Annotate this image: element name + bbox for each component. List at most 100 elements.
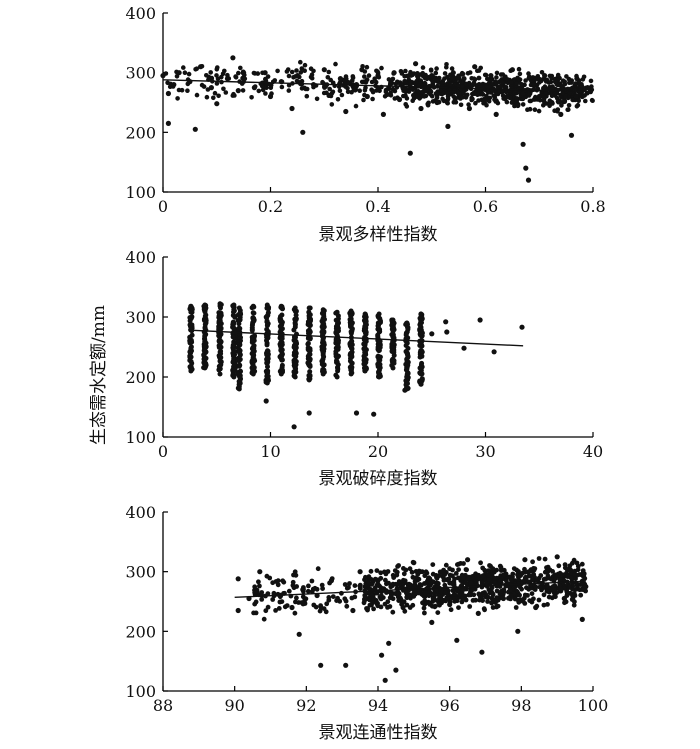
data-point: [401, 599, 407, 604]
data-point: [567, 583, 572, 589]
data-point: [573, 81, 578, 86]
y-tick-label: 100: [125, 183, 156, 202]
data-point: [214, 81, 220, 86]
data-point: [514, 567, 519, 573]
data-point: [249, 95, 254, 100]
data-point: [492, 580, 497, 586]
data-point: [531, 82, 537, 88]
data-point: [160, 73, 166, 79]
data-point: [263, 398, 269, 404]
data-point: [542, 576, 548, 582]
data-point: [504, 99, 510, 105]
data-point: [583, 98, 588, 104]
x-tick-label: 30: [475, 442, 495, 461]
data-point: [501, 572, 506, 578]
data-point: [377, 327, 382, 333]
y-tick-label: 400: [125, 4, 156, 23]
data-point: [402, 74, 407, 79]
data-point: [342, 582, 348, 587]
data-point: [498, 578, 503, 584]
data-point: [468, 592, 473, 598]
data-point: [209, 75, 215, 81]
data-point: [264, 356, 270, 362]
data-point: [264, 302, 270, 308]
data-point: [566, 103, 572, 108]
data-point: [304, 93, 310, 99]
data-point: [218, 312, 223, 318]
data-point: [231, 374, 237, 380]
data-point: [305, 588, 311, 594]
data-point: [267, 93, 274, 100]
data-point: [448, 607, 454, 613]
data-point: [542, 556, 548, 562]
data-point: [275, 578, 281, 584]
data-point: [335, 318, 341, 324]
data-point: [292, 322, 298, 328]
data-point: [357, 569, 363, 575]
data-point: [379, 65, 384, 71]
data-point: [306, 377, 312, 383]
data-point: [579, 616, 585, 623]
data-point: [585, 85, 591, 91]
data-point: [533, 97, 538, 102]
data-point: [418, 371, 424, 377]
data-point: [556, 563, 562, 569]
data-point: [314, 96, 320, 102]
data-point: [264, 322, 270, 328]
data-point: [318, 603, 323, 608]
data-point: [418, 311, 424, 317]
data-point: [539, 77, 545, 83]
data-point: [309, 578, 315, 584]
data-point: [556, 76, 561, 81]
data-point: [305, 345, 311, 351]
data-point: [202, 365, 208, 371]
data-point: [348, 371, 354, 377]
data-point: [217, 344, 222, 350]
data-point: [512, 596, 518, 602]
data-point: [333, 61, 338, 67]
data-point: [265, 310, 271, 316]
data-point: [334, 374, 340, 380]
data-point: [232, 93, 237, 98]
data-point: [461, 575, 466, 581]
data-point: [186, 71, 192, 77]
data-point: [447, 566, 452, 572]
data-point: [552, 108, 557, 113]
data-point: [302, 62, 308, 68]
data-point: [263, 76, 268, 82]
data-point: [300, 129, 306, 135]
data-point: [469, 97, 474, 103]
data-point: [407, 593, 413, 598]
data-point: [505, 80, 511, 86]
data-point: [390, 76, 396, 82]
data-point: [278, 353, 284, 359]
data-point: [445, 596, 451, 602]
data-point: [217, 301, 223, 307]
data-point: [230, 342, 236, 348]
data-point: [296, 631, 302, 637]
data-point: [388, 592, 394, 598]
data-point: [545, 602, 550, 607]
data-point: [240, 88, 246, 93]
data-point: [187, 79, 193, 85]
data-point: [402, 608, 408, 614]
data-point: [259, 597, 265, 602]
data-point: [306, 309, 312, 315]
data-point: [264, 338, 269, 343]
data-point: [259, 83, 265, 89]
data-point: [325, 75, 331, 80]
data-point: [361, 97, 366, 103]
trend-line-path: [189, 329, 524, 347]
data-point: [407, 605, 413, 610]
data-point: [362, 368, 368, 374]
data-point: [266, 306, 271, 312]
data-point: [413, 569, 419, 574]
data-point: [531, 596, 536, 602]
data-point: [382, 677, 388, 683]
data-point: [414, 78, 420, 84]
data-point: [309, 75, 315, 81]
axes: 100 200 300 400 88 90 92 94 96 98 100: [125, 503, 608, 715]
data-point: [445, 96, 451, 102]
trend-line: [162, 79, 594, 93]
data-point: [375, 323, 381, 329]
